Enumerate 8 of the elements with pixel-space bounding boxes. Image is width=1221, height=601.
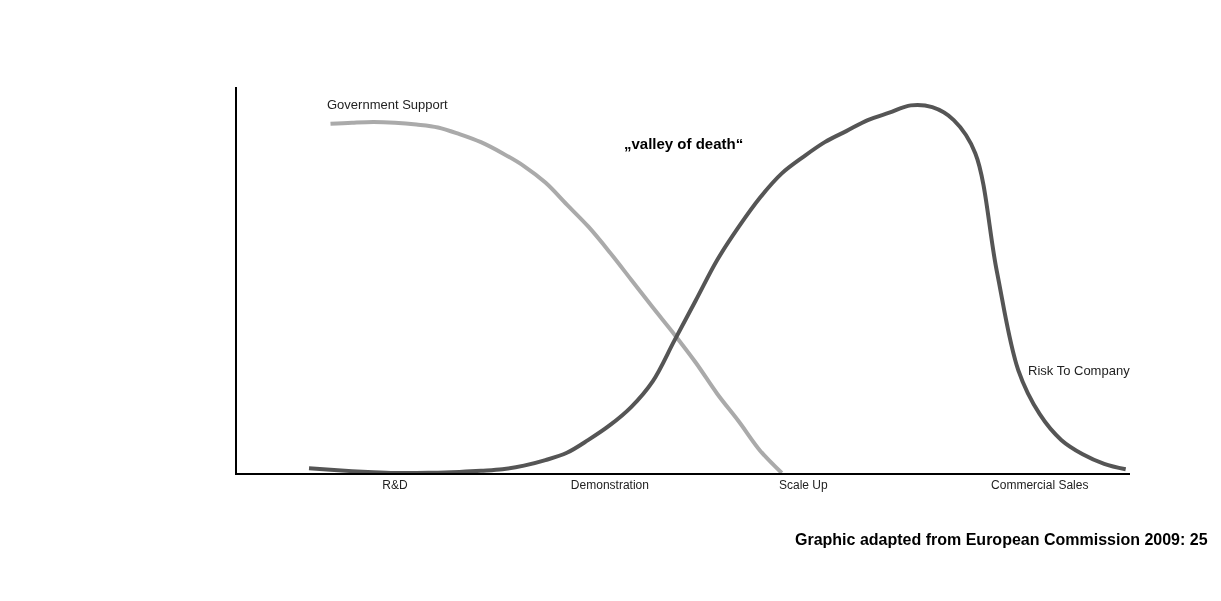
text: Graphic adapted from European Commission 2009: 25 (795, 531, 1208, 548)
series-label: Risk To Company (1028, 363, 1131, 378)
x-tick-label: Demonstration (570, 478, 649, 493)
x-tick-label: Scale Up (778, 478, 828, 493)
x-tick-label: Commercial Sales (991, 478, 1089, 493)
x-tick-label: R&D (382, 478, 408, 493)
series-label: Government Support (327, 97, 449, 112)
annotation: „valley of death“ (624, 135, 744, 152)
